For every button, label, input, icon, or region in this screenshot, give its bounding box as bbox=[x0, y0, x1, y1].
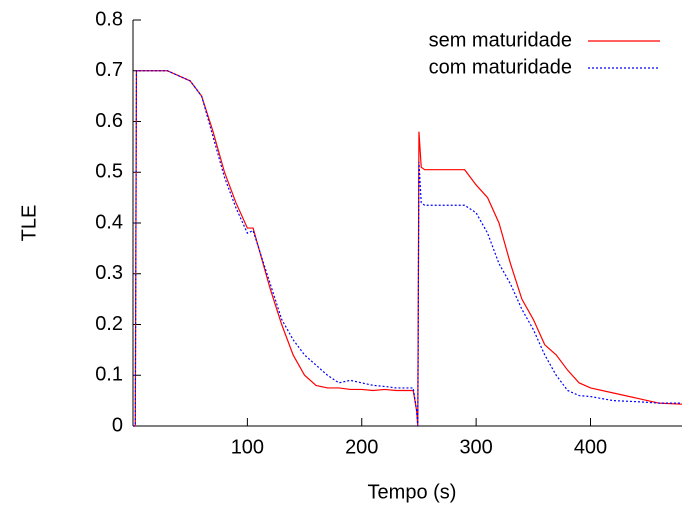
x-tick-label: 300 bbox=[459, 436, 492, 458]
y-tick-label: 0.5 bbox=[95, 161, 123, 183]
y-tick-label: 0.8 bbox=[95, 8, 123, 30]
legend-label: com maturidade bbox=[429, 56, 572, 78]
y-tick-label: 0 bbox=[112, 414, 123, 436]
y-tick-label: 0.7 bbox=[95, 59, 123, 81]
y-tick-label: 0.2 bbox=[95, 313, 123, 335]
x-tick-label: 400 bbox=[574, 436, 607, 458]
x-axis-label: Tempo (s) bbox=[368, 481, 457, 503]
y-axis-label: TLE bbox=[18, 205, 40, 242]
data-line bbox=[133, 70, 682, 427]
x-tick-label: 100 bbox=[231, 436, 264, 458]
y-tick-label: 0.6 bbox=[95, 110, 123, 132]
x-tick-label: 200 bbox=[345, 436, 378, 458]
data-line bbox=[133, 70, 682, 427]
y-tick-label: 0.3 bbox=[95, 262, 123, 284]
y-tick-label: 0.1 bbox=[95, 364, 123, 386]
y-tick-label: 0.4 bbox=[95, 211, 123, 233]
legend-label: sem maturidade bbox=[429, 29, 572, 51]
